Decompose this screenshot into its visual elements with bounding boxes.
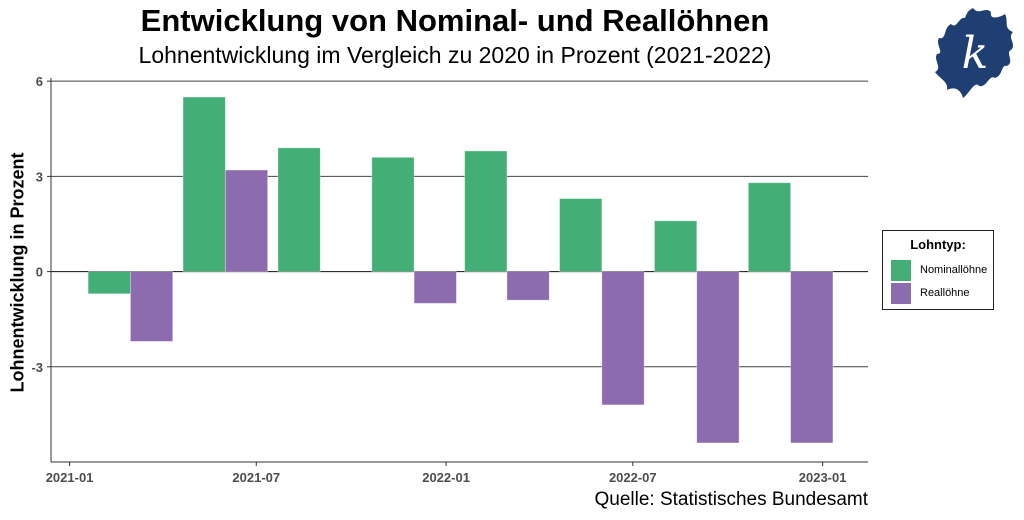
chart-subtitle: Lohnentwicklung im Vergleich zu 2020 in … (138, 42, 772, 68)
x-tick-label: 2022-01 (422, 470, 470, 485)
bar-nominal (654, 220, 698, 272)
bar-nominal (559, 198, 603, 272)
legend: Lohntyp: Nominallöhne Reallöhne (882, 230, 994, 310)
bar-nominal (182, 96, 226, 272)
y-tick-label: -3 (31, 360, 43, 375)
legend-swatch-real (891, 283, 911, 304)
bar-real (413, 271, 457, 304)
bar-real (696, 271, 740, 444)
chart-title: Entwicklung von Nominal- und Reallöhnen (140, 3, 770, 38)
x-tick-label: 2023-01 (799, 470, 847, 485)
bar-nominal (464, 150, 508, 272)
x-tick-label: 2021-07 (232, 470, 280, 485)
legend-swatch-nominal (891, 260, 911, 281)
legend-label-real: Reallöhne (920, 287, 970, 299)
bar-real (506, 271, 550, 301)
x-tick-label: 2021-01 (46, 470, 94, 485)
bar-nominal (277, 147, 321, 272)
bar-nominal (87, 271, 131, 295)
bar-real (224, 169, 269, 272)
y-tick-label: 6 (36, 74, 43, 89)
bar-real (790, 271, 834, 444)
source-caption: Quelle: Statistisches Bundesamt (594, 489, 868, 510)
bar-nominal (747, 182, 792, 272)
bar-nominal (371, 156, 415, 272)
bar-real (601, 271, 645, 406)
logo-splash-icon: k (935, 8, 1013, 98)
y-tick-label: 0 (36, 265, 43, 280)
y-tick-label: 3 (36, 169, 43, 184)
bar-real (130, 271, 174, 342)
svg-text:k: k (962, 28, 989, 79)
legend-title: Lohntyp: (910, 237, 966, 252)
legend-label-nominal: Nominallöhne (920, 264, 988, 276)
x-tick-label: 2022-07 (609, 470, 657, 485)
